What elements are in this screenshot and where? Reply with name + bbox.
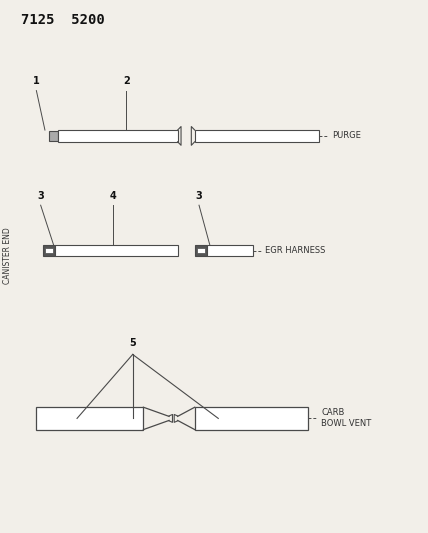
Text: 5: 5 [129,338,136,348]
Polygon shape [36,407,143,430]
Text: PURGE: PURGE [332,132,360,140]
Text: 4: 4 [110,191,117,201]
Polygon shape [58,130,178,142]
Polygon shape [43,245,55,256]
Text: EGR HARNESS: EGR HARNESS [265,246,326,255]
Polygon shape [196,248,205,253]
Text: 3: 3 [196,191,202,201]
Text: 3: 3 [37,191,44,201]
Text: CARB
BOWL VENT: CARB BOWL VENT [321,408,371,429]
Text: 1: 1 [33,76,40,86]
Polygon shape [49,131,58,141]
Text: CANISTER END: CANISTER END [3,228,12,284]
Polygon shape [207,245,253,256]
Polygon shape [195,130,319,142]
Text: 7125  5200: 7125 5200 [21,13,105,27]
Polygon shape [195,245,207,256]
Polygon shape [195,407,308,430]
Polygon shape [45,248,53,253]
Polygon shape [55,245,178,256]
Text: 2: 2 [123,76,130,86]
